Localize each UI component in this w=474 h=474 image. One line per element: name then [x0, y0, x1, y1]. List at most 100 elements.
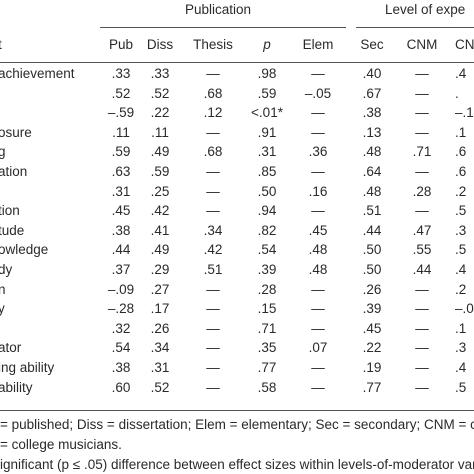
cell: — [206, 340, 220, 356]
cell: .1 [455, 124, 467, 140]
cell: .48 [308, 242, 328, 258]
cell: .45 [111, 203, 131, 219]
cell: .77 [257, 360, 277, 375]
cell: .33 [111, 66, 131, 81]
cell: .27 [150, 281, 170, 297]
cell: .39 [257, 262, 277, 277]
cell: — [415, 124, 429, 140]
cell: .19 [362, 360, 382, 375]
cell: — [415, 320, 429, 336]
cell: — [206, 124, 220, 140]
row-label: ator [0, 340, 22, 356]
cell: — [311, 281, 325, 297]
cell: — [415, 360, 429, 375]
cell: — [206, 301, 220, 317]
cell: .28 [257, 281, 277, 297]
cell: .22 [362, 340, 382, 356]
cell: .45 [362, 320, 382, 336]
cell: .11 [112, 124, 130, 140]
cell: — [206, 183, 220, 199]
row-label: ing ability [0, 360, 55, 375]
row-label: ability [0, 379, 33, 395]
cell: .38 [111, 222, 131, 238]
cell: .44 [362, 222, 382, 238]
group-header: Level of expe [385, 2, 466, 17]
cell: .50 [362, 242, 382, 258]
cell: — [311, 320, 325, 336]
column-header: p [263, 37, 271, 52]
cell: — [311, 379, 325, 395]
cell: .5 [455, 242, 467, 258]
cell: — [206, 66, 220, 81]
cell: — [415, 379, 429, 395]
cell: . [455, 85, 459, 101]
cell: .68 [203, 85, 223, 101]
cell: .16 [308, 183, 328, 199]
cell: — [206, 281, 220, 297]
cell: –.1 [455, 105, 474, 121]
column-header: t [0, 37, 2, 53]
cell: .55 [412, 242, 432, 258]
cell: .07 [308, 340, 328, 356]
cell: .6 [455, 144, 467, 160]
cell: .2 [455, 281, 467, 297]
cell: .71 [412, 144, 432, 160]
cell: — [311, 301, 325, 317]
cell: .12 [203, 105, 223, 121]
cell: — [206, 360, 220, 375]
cell: .59 [111, 144, 131, 160]
cell: .17 [150, 301, 170, 317]
cell: .40 [362, 66, 382, 81]
cell: .42 [203, 242, 223, 258]
cell: .34 [150, 340, 170, 356]
cell: .82 [257, 222, 277, 238]
cell: .22 [150, 105, 170, 121]
cell: .60 [111, 379, 131, 395]
cell: .41 [150, 222, 170, 238]
cell: .2 [455, 183, 467, 199]
cell: .45 [308, 222, 328, 238]
cell: .39 [362, 301, 382, 317]
cell: .54 [111, 340, 131, 356]
cell: –.05 [304, 85, 332, 101]
cell: .35 [257, 340, 277, 356]
cell: .48 [362, 144, 382, 160]
cell: — [415, 301, 429, 317]
cell: .4 [455, 66, 467, 81]
cell: — [311, 124, 325, 140]
cell: .11 [151, 124, 169, 140]
cell: .51 [203, 262, 223, 277]
cell: .54 [257, 242, 277, 258]
cell: .94 [257, 203, 277, 219]
cell: .32 [111, 320, 131, 336]
cell: .48 [362, 183, 382, 199]
cell: .51 [362, 203, 382, 219]
row-label: ation [0, 164, 28, 179]
column-header: Thesis [193, 37, 233, 52]
cell: –.0 [455, 301, 474, 317]
cell: .33 [150, 66, 170, 81]
cell: .67 [362, 85, 382, 101]
cell: .28 [412, 183, 432, 199]
row-label: achievement [0, 66, 75, 81]
column-header: Diss [146, 37, 174, 52]
cell: .1 [455, 320, 467, 336]
cell: .25 [150, 183, 170, 199]
cell: .37 [111, 262, 131, 277]
cell: .34 [203, 222, 223, 238]
cell: .3 [455, 222, 467, 238]
cell: .44 [111, 242, 131, 258]
cell: .26 [150, 320, 170, 336]
group-rule [356, 27, 474, 28]
row-label: tion [0, 203, 20, 219]
cell: –.59 [107, 105, 135, 121]
footnote: ignificant (p ≤ .05) difference between … [0, 457, 474, 472]
cell: — [311, 66, 325, 81]
cell: .98 [257, 66, 277, 81]
cell: –.09 [107, 281, 135, 297]
cell: .50 [362, 262, 382, 277]
cell: — [311, 105, 325, 121]
cell: .29 [150, 262, 170, 277]
cell: .38 [362, 105, 382, 121]
cell: .50 [257, 183, 277, 199]
